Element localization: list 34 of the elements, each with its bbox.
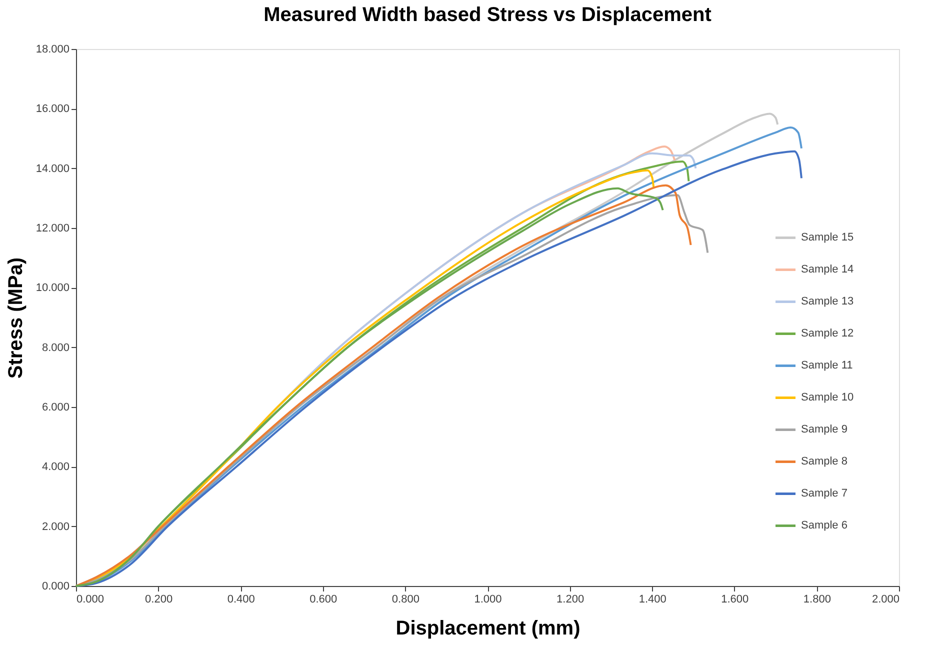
x-tick-label: 1.800	[803, 594, 831, 606]
legend-label: Sample 14	[801, 264, 854, 276]
y-tick-label: 8.000	[42, 342, 70, 354]
legend-label: Sample 7	[801, 488, 848, 500]
legend-label: Sample 6	[801, 520, 848, 532]
x-tick-label: 1.400	[638, 594, 666, 606]
legend-label: Sample 10	[801, 392, 854, 404]
legend-label: Sample 13	[801, 296, 854, 308]
x-tick-label: 0.200	[145, 594, 173, 606]
x-tick-label: 1.600	[721, 594, 749, 606]
y-tick-label: 10.000	[36, 282, 70, 294]
y-axis-title: Stress (MPa)	[4, 257, 27, 379]
y-tick-label: 4.000	[42, 461, 70, 474]
x-tick-label: 1.200	[556, 594, 584, 606]
y-tick-label: 0.000	[42, 580, 70, 592]
legend-label: Sample 15	[801, 232, 854, 244]
y-tick-label: 6.000	[42, 402, 70, 414]
x-tick-label: 0.600	[310, 594, 338, 606]
x-tick-label: 0.000	[76, 594, 104, 606]
legend-label: Sample 9	[801, 424, 848, 436]
legend-label: Sample 11	[801, 360, 853, 372]
x-tick-label: 2.000	[872, 594, 900, 606]
chart-title: Measured Width based Stress vs Displacement	[264, 4, 712, 26]
y-tick-label: 12.000	[36, 222, 70, 234]
x-tick-label: 0.800	[392, 594, 420, 606]
legend-label: Sample 12	[801, 328, 854, 340]
x-tick-label: 1.000	[474, 594, 502, 606]
y-tick-label: 18.000	[36, 44, 70, 56]
y-tick-label: 16.000	[36, 103, 70, 116]
y-tick-label: 14.000	[36, 162, 70, 175]
y-tick-label: 2.000	[42, 520, 70, 533]
x-axis-title: Displacement (mm)	[396, 618, 580, 640]
x-tick-label: 0.400	[227, 594, 255, 606]
legend-label: Sample 8	[801, 456, 848, 468]
